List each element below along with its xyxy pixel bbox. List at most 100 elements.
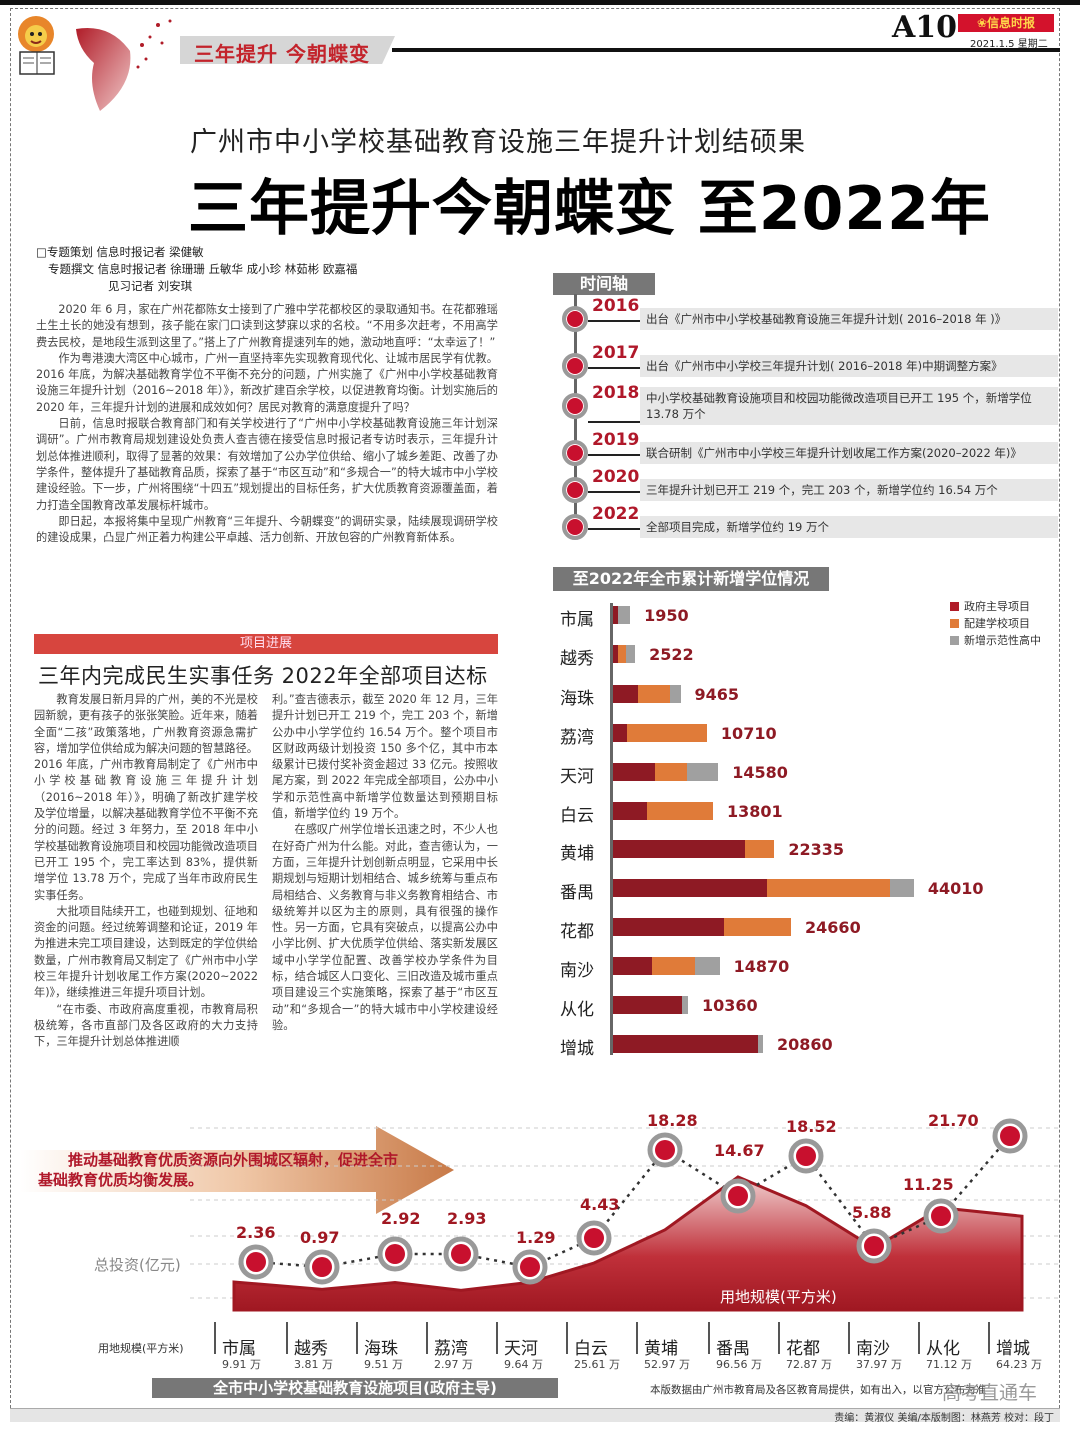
district-cell: 市属 9.91 万 — [214, 1322, 284, 1371]
svg-text:1.29: 1.29 — [516, 1228, 555, 1247]
timeline-year: 2016 — [592, 296, 640, 316]
editor-credits: 责编：黄淑仪 美编/本版制图：林燕芳 校对：段丁 — [834, 1413, 1054, 1424]
svg-text:18.28: 18.28 — [647, 1111, 698, 1130]
butterfly-graphic-icon — [76, 19, 172, 111]
district-land-area: 9.51 万 — [364, 1358, 403, 1371]
bar-segment — [670, 685, 681, 703]
district-cell: 越秀 3.81 万 — [286, 1322, 356, 1371]
district-land-area: 3.81 万 — [294, 1358, 333, 1371]
svg-text:11.25: 11.25 — [903, 1175, 954, 1194]
district-name: 天河 — [504, 1339, 538, 1359]
credits-strip — [10, 1408, 1060, 1422]
svg-text:4.43: 4.43 — [580, 1195, 619, 1214]
article-column-1: 教育发展日新月异的广州，美的不光是校园新貌，更有孩子的张张笑脸。近年来，随着全面… — [34, 692, 258, 1051]
stacked-bar — [613, 996, 688, 1014]
bar-total-value: 20860 — [776, 1035, 833, 1054]
bar-category-label: 越秀 — [560, 649, 594, 669]
bar-total-value: 24660 — [805, 918, 861, 937]
district-row: 市属 9.91 万越秀 3.81 万海珠 9.51 万荔湾 2.97 万天河 9.64 万… — [214, 1322, 1060, 1372]
bar-total-value: 14870 — [733, 957, 790, 976]
timeline-underline — [588, 367, 650, 369]
bar-segment — [694, 957, 720, 975]
section-bar-progress: 项目进展 — [34, 634, 498, 654]
timeline-text: 三年提升计划已开工 219 个，完工 203 个，新增学位约 16.54 万个 — [640, 479, 1058, 501]
svg-text:2.36: 2.36 — [236, 1223, 275, 1242]
svg-text:21.70: 21.70 — [928, 1111, 979, 1130]
timeline-year: 2020 — [592, 467, 640, 487]
bar-total-value: 22335 — [788, 840, 845, 859]
bar-row: 从化 10360 — [560, 996, 1060, 1020]
bar-total-value: 44010 — [927, 879, 984, 898]
bar-segment — [627, 724, 707, 742]
headline: 三年提升今朝蝶变 至2022年 — [188, 174, 991, 244]
bar-segment — [613, 606, 618, 624]
bar-segment — [613, 724, 627, 742]
arrow-banner-icon — [20, 1126, 454, 1214]
issue-date: 2021.1.5 星期二 — [970, 39, 1048, 50]
stacked-bar — [613, 802, 713, 820]
paragraph: 在感叹广州学位增长迅速之时，不少人也在好奇广州为什么能。对此，查吉德认为，一方面… — [272, 823, 498, 1032]
bar-row: 番禺 44010 — [560, 879, 1060, 903]
bar-segment — [613, 763, 656, 781]
bar-segment — [613, 840, 745, 858]
intro-article: 2020 年 6 月，家在广州花都陈女士接到了广雅中学花都校区的录取通知书。在花… — [36, 302, 498, 546]
subheadline: 广州市中小学校基础教育设施三年提升计划结硕果 — [190, 127, 806, 158]
bar-segment — [655, 763, 687, 781]
svg-text:用地规模(平方米): 用地规模(平方米) — [720, 1288, 837, 1306]
bar-segment — [613, 685, 638, 703]
bar-total-value: 9465 — [694, 685, 740, 704]
bar-row: 增城 20860 — [560, 1035, 1060, 1059]
top-rule — [0, 0, 1080, 5]
paragraph: 作为粤港澳大湾区中心城市，广州一直坚持率先实现教育现代化、让城市居民学有优教。2… — [36, 351, 498, 414]
bar-segment — [613, 879, 768, 897]
bar-segment — [757, 1035, 763, 1053]
timeline-dot-icon — [562, 440, 588, 466]
paragraph: 即日起，本报将集中呈现广州教育“三年提升、今朝蝶变”的调研实录，陆续展现调研学校… — [36, 514, 498, 545]
bar-segment — [613, 957, 652, 975]
bar-total-value: 1950 — [644, 606, 689, 625]
legend-label: 配建学校项目 — [964, 617, 1030, 630]
section-tag: 三年提升 今朝蝶变 — [180, 36, 395, 64]
bar-segment — [686, 763, 719, 781]
district-name: 市属 — [222, 1339, 256, 1359]
district-land-area: 2.97 万 — [434, 1358, 473, 1371]
bar-segment — [613, 918, 725, 936]
district-name: 增城 — [996, 1339, 1030, 1359]
timeline-dot-icon — [562, 393, 588, 419]
timeline-year: 2022 — [592, 504, 640, 524]
bar-category-label: 海珠 — [560, 689, 594, 709]
district-land-area: 9.64 万 — [504, 1358, 543, 1371]
bar-category-label: 市属 — [560, 610, 594, 630]
timeline-text: 出台《广州市中小学校基础教育设施三年提升计划( 2016–2018 年 )》 — [640, 308, 1058, 330]
district-name: 荔湾 — [434, 1339, 468, 1359]
bar-segment — [613, 1035, 758, 1053]
district-land-area: 64.23 万 — [996, 1358, 1042, 1371]
data-source-note: 本版数据由广州市教育局及各区教育局提供，如有出入，以官方公布为准 — [650, 1384, 986, 1396]
bar-segment — [767, 879, 891, 897]
chart-footer-bar: 全市中小学校基础教育设施项目(政府主导) — [152, 1378, 558, 1398]
stacked-bar — [613, 840, 775, 858]
timeline-text: 中小学校基础教育设施项目和校园功能微改造项目已开工 195 个，新增学位 13.… — [640, 387, 1058, 425]
district-cell: 海珠 9.51 万 — [356, 1322, 426, 1371]
district-cell: 白云 25.61 万 — [566, 1322, 636, 1371]
bar-row: 市属 1950 — [560, 606, 1060, 630]
district-cell: 荔湾 2.97 万 — [426, 1322, 496, 1371]
header-rule — [392, 48, 1060, 52]
bar-category-label: 荔湾 — [560, 728, 594, 748]
section-tag-label: 三年提升 今朝蝶变 — [194, 42, 370, 66]
svg-text:2.93: 2.93 — [447, 1209, 486, 1228]
district-name: 从化 — [926, 1339, 960, 1359]
stacked-bar — [613, 879, 914, 897]
district-cell: 南沙 37.97 万 — [848, 1322, 918, 1371]
district-land-area: 9.91 万 — [222, 1358, 261, 1371]
bar-category-label: 番禺 — [560, 883, 594, 903]
byline-intern: 见习记者 刘安琪 — [108, 279, 193, 293]
bar-category-label: 从化 — [560, 1000, 594, 1020]
legend-item: 政府主导项目 — [950, 598, 1041, 615]
svg-text:2.92: 2.92 — [381, 1209, 420, 1228]
timeline-dot-icon — [562, 477, 588, 503]
bar-segment — [890, 879, 914, 897]
bar-category-label: 黄埔 — [560, 844, 594, 864]
district-cell: 增城 64.23 万 — [988, 1322, 1058, 1371]
stacked-bar — [613, 763, 719, 781]
